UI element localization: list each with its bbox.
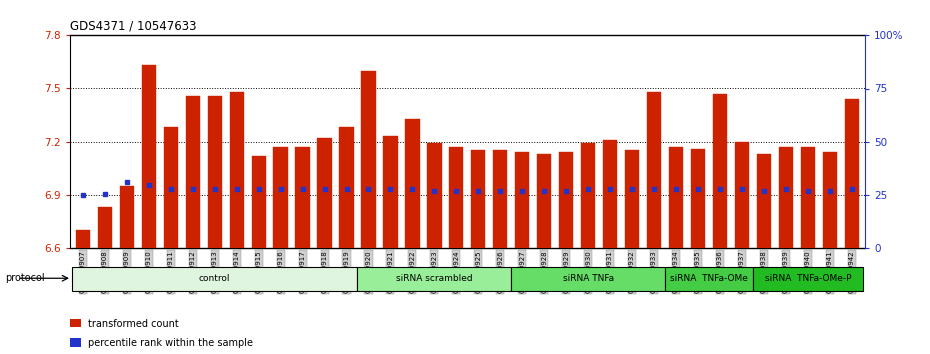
Bar [251,156,266,248]
Text: control: control [199,274,231,283]
Bar [75,230,90,248]
Bar [669,147,684,248]
Bar [801,147,815,248]
Bar [405,119,419,248]
Bar [625,150,639,248]
Bar [141,65,156,248]
Bar [757,154,771,248]
Bar [691,149,705,248]
Text: percentile rank within the sample: percentile rank within the sample [88,338,253,348]
Text: siRNA  TNFa-OMe-P: siRNA TNFa-OMe-P [764,274,851,283]
Bar [296,147,310,248]
Bar [603,140,618,248]
Bar [512,267,665,291]
Bar [665,267,753,291]
Bar [778,147,793,248]
Bar [515,152,529,248]
Text: transformed count: transformed count [88,319,179,329]
Bar [735,142,749,248]
Bar [581,143,595,248]
Bar [844,99,859,248]
Text: siRNA scrambled: siRNA scrambled [396,274,472,283]
Bar [472,150,485,248]
Text: siRNA  TNFa-OMe: siRNA TNFa-OMe [670,274,748,283]
Bar [712,94,727,248]
Bar [427,143,442,248]
Bar [559,152,573,248]
Text: siRNA TNFa: siRNA TNFa [563,274,614,283]
Bar [357,267,512,291]
Bar [273,147,287,248]
Bar [493,150,508,248]
Text: GDS4371 / 10547633: GDS4371 / 10547633 [70,20,196,33]
Bar [449,147,463,248]
Bar [383,136,398,248]
Bar [823,152,837,248]
Bar [753,267,863,291]
Bar [362,71,376,248]
Bar [72,267,357,291]
Bar [207,96,222,248]
Bar [647,92,661,248]
Bar [537,154,551,248]
Bar [339,127,353,248]
Text: protocol: protocol [5,273,45,283]
Bar [317,138,332,248]
Bar [164,127,178,248]
Bar [98,207,112,248]
Bar [186,96,200,248]
Bar [120,186,134,248]
Bar [230,92,244,248]
